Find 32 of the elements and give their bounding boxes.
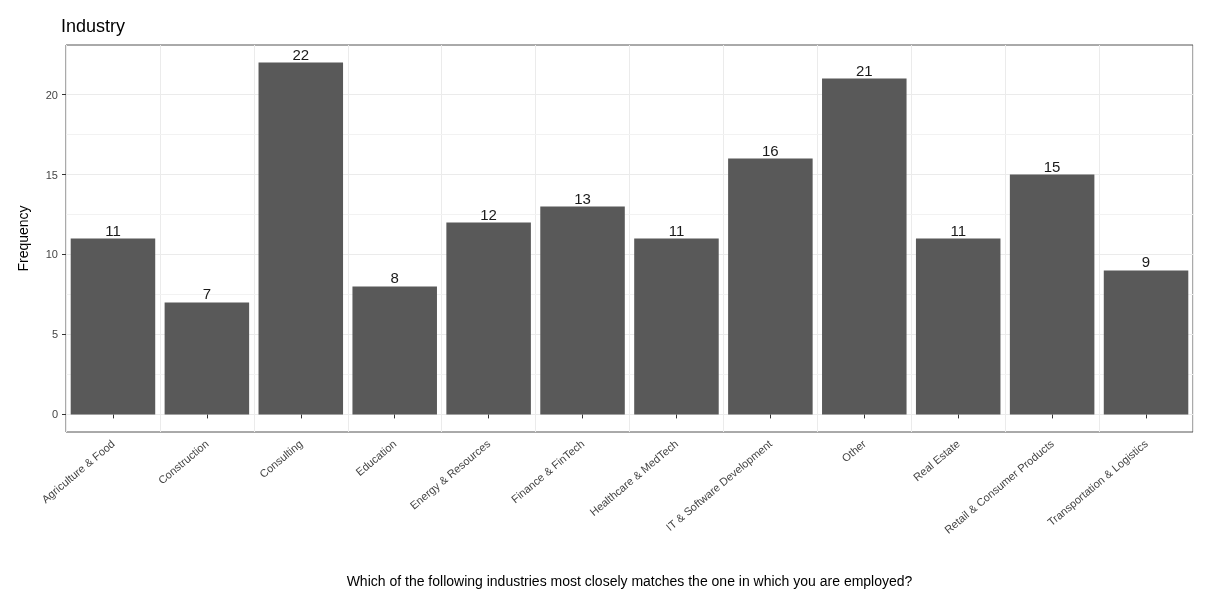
- bar: [728, 158, 813, 415]
- data-label: 16: [762, 141, 779, 159]
- data-label: 7: [202, 285, 212, 303]
- bar: [915, 238, 1001, 415]
- bar: [258, 62, 344, 415]
- data-label: 11: [950, 221, 966, 239]
- data-label: 22: [292, 45, 310, 63]
- data-label: 12: [480, 205, 497, 223]
- bar: [352, 286, 437, 415]
- y-tick-label: 5: [51, 328, 58, 341]
- bar: [70, 238, 156, 415]
- data-label: 13: [574, 189, 591, 207]
- chart-title: Industry: [61, 16, 126, 36]
- bar: [1009, 174, 1095, 415]
- bar: [540, 206, 625, 415]
- data-label: 9: [1141, 253, 1151, 271]
- y-tick-label: 10: [45, 248, 58, 261]
- data-label: 21: [855, 61, 873, 79]
- y-tick-label: 20: [45, 88, 58, 101]
- bar: [634, 238, 719, 415]
- bar: [822, 78, 907, 415]
- data-label: 8: [390, 269, 399, 287]
- y-tick-label: 15: [45, 168, 58, 181]
- bar: [446, 222, 531, 415]
- bar: [164, 302, 250, 415]
- x-axis-title: Which of the following industries most closely matches the one in which you are employed?: [346, 573, 913, 589]
- data-label: 11: [668, 221, 685, 239]
- data-label: 11: [105, 221, 121, 239]
- data-label: 15: [1043, 157, 1061, 175]
- bar: [1103, 270, 1189, 415]
- y-tick-label: 0: [51, 408, 58, 421]
- y-axis-title: Frequency: [15, 205, 31, 272]
